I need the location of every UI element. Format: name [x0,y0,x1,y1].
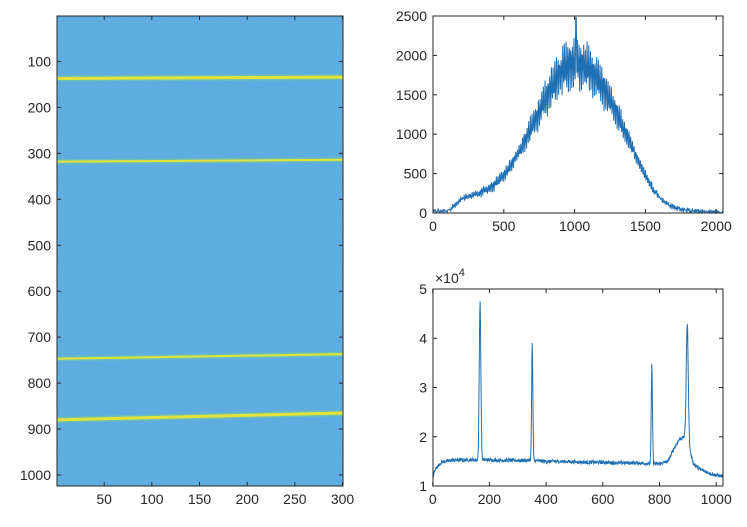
heatmap-y-tick-label: 600 [28,283,52,299]
spectrum-y-tick-label: 1000 [396,126,427,142]
spectrum-y-tick-label: 2000 [396,47,427,63]
spatial-y-tick-label: 3 [419,380,427,396]
heatmap-y-tick-label: 200 [28,99,52,115]
spectrum-y-tick-label: 1500 [396,87,427,103]
heatmap-y-tick-label: 1000 [20,467,51,483]
spectrum-x-tick-label: 1000 [559,218,590,234]
heatmap-y-tick-label: 300 [28,145,52,161]
heatmap-x-tick-label: 250 [283,491,307,507]
spectral-image-panel: 50 100 150 200 250 300 100 200 300 400 500 600 700 8… [20,15,354,507]
spatial-x-tick-label: 1000 [701,491,732,507]
y-exponent-label: ×104 [435,267,465,286]
spatial-x-tick-label: 0 [429,491,437,507]
spatial-y-tick-label: 5 [419,281,427,297]
heatmap-trace [57,158,343,163]
heatmap-x-tick-label: 150 [188,491,212,507]
spatial-profile-y-ticks: 1 2 3 4 5 [419,281,723,494]
heatmap-trace [57,75,343,80]
heatmap-noise [57,16,343,486]
spectrum-x-tick-label: 0 [429,218,437,234]
spectrum-y-tick-label: 2500 [396,8,427,24]
spatial-y-tick-label: 1 [419,478,427,494]
spectrum-x-tick-label: 500 [492,218,516,234]
spatial-x-tick-label: 600 [591,491,615,507]
spatial-y-tick-label: 2 [419,429,427,445]
spatial-y-tick-label: 4 [419,330,427,346]
heatmap-x-tick-label: 300 [331,491,355,507]
heatmap-x-tick-label: 200 [236,491,260,507]
spectrum-profile-x-ticks: 0 500 1000 1500 2000 [429,16,732,234]
spatial-profile-x-ticks: 0 200 400 600 800 1000 [429,289,732,507]
heatmap-y-tick-label: 500 [28,237,52,253]
heatmap-y-ticks: 100 200 300 400 500 600 700 800 900 1000 [20,53,343,483]
spatial-profile-line [433,301,723,478]
spatial-x-tick-label: 400 [534,491,558,507]
spectrum-x-tick-label: 2000 [701,218,732,234]
spectrum-y-tick-label: 500 [404,166,428,182]
spatial-profile-panel: 0 200 400 600 800 1000 1 2 3 4 5 ×104 [419,267,732,507]
heatmap-x-ticks: 50 100 150 200 250 300 [96,16,354,507]
spectrum-x-tick-label: 1500 [630,218,661,234]
spatial-x-tick-label: 200 [478,491,502,507]
spatial-profile-axes-box [432,288,724,487]
heatmap-trace [57,411,343,422]
spectrum-profile-line [433,17,723,213]
spatial-x-tick-label: 800 [648,491,672,507]
spectrum-y-tick-label: 0 [419,205,427,221]
heatmap-y-tick-label: 900 [28,421,52,437]
heatmap-y-tick-label: 800 [28,375,52,391]
heatmap-traces [57,74,343,423]
spectrum-profile-axes-box [432,15,724,214]
heatmap-x-tick-label: 50 [96,491,112,507]
heatmap-y-tick-label: 400 [28,191,52,207]
heatmap-trace [57,353,343,360]
heatmap-y-tick-label: 700 [28,329,52,345]
spectrum-profile-panel: 0 500 1000 1500 2000 0 500 1000 1500 2000 2500 [396,8,732,234]
spectrum-profile-y-ticks: 0 500 1000 1500 2000 2500 [396,8,723,221]
heatmap-x-tick-label: 100 [140,491,164,507]
heatmap-y-tick-label: 100 [28,53,52,69]
